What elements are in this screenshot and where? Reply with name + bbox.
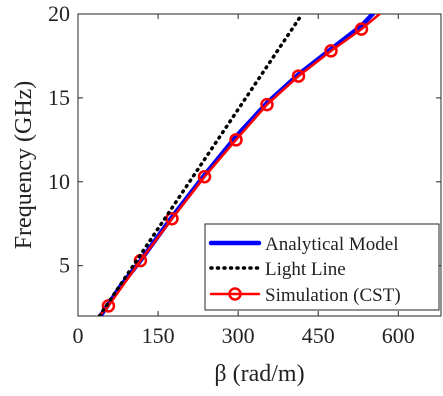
x-tick-label: 600	[382, 323, 415, 348]
data-point	[101, 299, 116, 313]
plot-area	[77, 13, 442, 317]
legend-marker	[228, 287, 242, 301]
x-tick-label: 300	[222, 323, 255, 348]
y-tick-label: 10	[48, 169, 70, 194]
data-point	[197, 169, 212, 184]
plot-frame	[77, 13, 442, 317]
legend-label: Analytical Model	[265, 234, 399, 255]
x-tick-label: 0	[73, 323, 84, 348]
x-tick-label: 150	[142, 323, 175, 348]
data-point	[324, 44, 338, 58]
x-tick-label: 450	[302, 323, 335, 348]
series-line-simulation-cst	[98, 14, 381, 316]
y-tick-label: 15	[48, 85, 70, 110]
legend: Analytical Model Light Line Simulation (CS…	[204, 223, 440, 311]
x-axis-label: β (rad/m)	[214, 361, 304, 387]
data-point	[354, 22, 369, 36]
axis-ticks: 0 150 300 450 600 5 10 15 20	[48, 1, 441, 348]
y-tick-label: 20	[48, 1, 70, 26]
y-axis-label: Frequency (GHz)	[11, 81, 37, 250]
data-point	[291, 69, 306, 83]
axis-labels: β (rad/m) Frequency (GHz)	[11, 81, 305, 387]
series-line-light-line	[97, 14, 304, 316]
y-tick-label: 5	[59, 253, 70, 278]
data-point	[229, 133, 243, 147]
legend-label: Simulation (CST)	[265, 285, 401, 306]
legend-label: Light Line	[265, 259, 346, 280]
data-point	[260, 97, 274, 112]
series-group	[97, 14, 381, 316]
